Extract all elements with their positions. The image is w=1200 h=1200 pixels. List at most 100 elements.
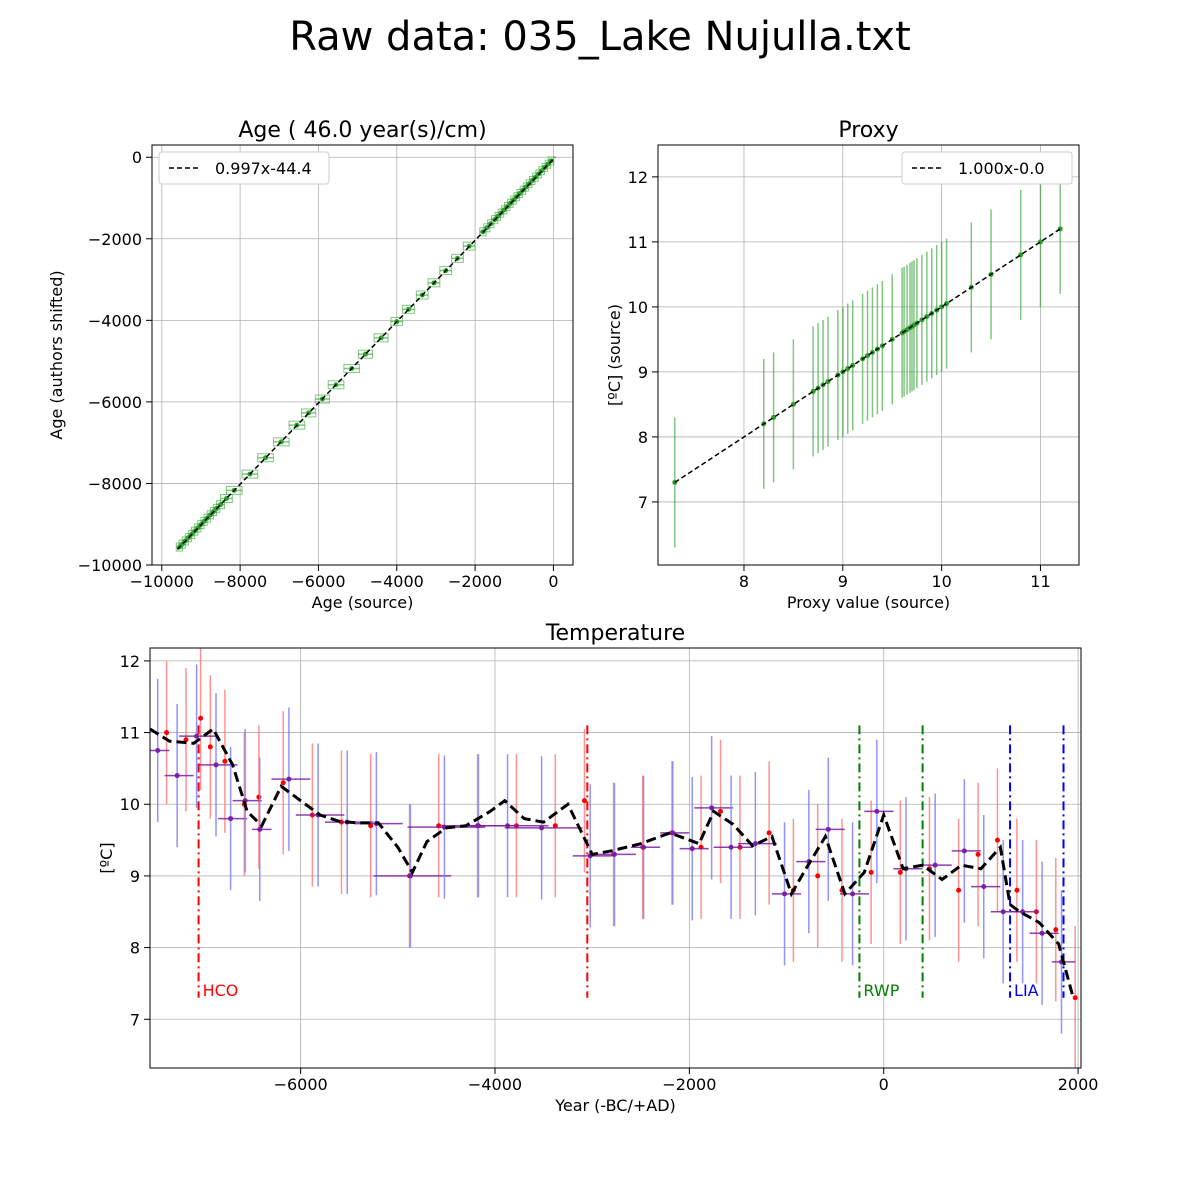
temp-data-point — [981, 884, 987, 890]
age-xtick-label: −4000 — [370, 572, 424, 591]
period-label-hco: HCO — [203, 981, 239, 1000]
temp-data-point — [956, 887, 962, 893]
temp-data-point — [961, 848, 967, 854]
proxy-frame — [657, 144, 1080, 566]
proxy-ytick-label: 10 — [628, 298, 648, 317]
temp-data-point — [670, 830, 676, 836]
temp-xlabel: Year (-BC/+AD) — [554, 1096, 676, 1115]
age-age-range-box — [272, 437, 290, 447]
age-ytick-label: −6000 — [88, 393, 142, 412]
temp-data-point — [257, 826, 263, 832]
age-xtick-label: −10000 — [130, 572, 194, 591]
temp-data-point — [552, 823, 558, 829]
proxy-ytick-label: 9 — [638, 363, 648, 382]
temp-data-point — [213, 762, 219, 768]
age-xtick-label: −6000 — [291, 572, 345, 591]
age-age-range-box — [288, 420, 306, 430]
temp-ytick-label: 9 — [130, 867, 140, 886]
proxy-ylabel: [ºC] (source) — [605, 304, 624, 406]
temp-data-point — [222, 758, 228, 764]
proxy-xtick-label: 10 — [931, 572, 951, 591]
temp-xtick-label: 2000 — [1058, 1075, 1099, 1094]
proxy-fit-line — [674, 228, 1061, 484]
age-age-range-box — [241, 469, 259, 479]
age-age-range-box — [314, 394, 330, 404]
temp-frame — [149, 647, 1082, 1069]
figure-title: Raw data: 035_Lake Nujulla.txt — [289, 14, 911, 60]
age-age-range-box — [373, 333, 389, 343]
temp-data-point — [718, 808, 724, 814]
temp-data-point — [407, 873, 413, 879]
temp-data-point — [1072, 995, 1078, 1001]
temp-ytick-label: 12 — [120, 652, 140, 671]
temp-data-point — [782, 891, 788, 897]
age-legend-box — [158, 151, 330, 185]
temp-xtick-label: −6000 — [274, 1075, 328, 1094]
age-age-range-box — [427, 278, 441, 288]
temp-data-point — [766, 830, 772, 836]
proxy-ytick-label: 8 — [638, 428, 648, 447]
age-age-range-box — [547, 156, 555, 166]
temp-data-point — [286, 776, 292, 782]
proxy-ytick-label: 7 — [638, 493, 648, 512]
proxy-panel: 8 9 10 11 7 8 9 10 11 12 Proxy Proxy value (source)… — [605, 118, 1080, 612]
temp-data-point — [1000, 909, 1006, 915]
age-title: Age ( 46.0 year(s)/cm) — [238, 118, 486, 143]
temp-title: Temperature — [545, 621, 685, 646]
age-ytick-label: −2000 — [88, 230, 142, 249]
age-ylabel: Age (authors shifted) — [47, 270, 66, 439]
proxy-xtick-label: 8 — [739, 572, 749, 591]
temp-data-point — [752, 841, 758, 847]
temp-ylabel: [ºC] — [97, 842, 116, 873]
proxy-legend-label: 1.000x-0.0 — [958, 159, 1045, 178]
age-age-range-box — [451, 253, 464, 263]
temp-data-point — [1014, 887, 1020, 893]
temp-data-point — [728, 844, 734, 850]
temp-data-point — [689, 846, 695, 852]
age-age-range-box — [257, 453, 274, 463]
age-age-range-box — [402, 304, 415, 314]
age-ytick-label: −8000 — [88, 474, 142, 493]
temp-data-point — [709, 805, 715, 811]
age-xtick-label: 0 — [548, 572, 558, 591]
temp-data-point — [1039, 930, 1045, 936]
age-ytick-label: 0 — [132, 148, 142, 167]
age-panel: −10000 −8000 −6000 −4000 −2000 0 −10000 −8000 −6… — [47, 118, 574, 612]
proxy-title: Proxy — [838, 118, 898, 143]
temp-data-point — [994, 837, 1000, 843]
age-age-range-box — [390, 317, 404, 327]
proxy-ytick-label: 11 — [628, 233, 648, 252]
temperature-mean-line — [150, 726, 1075, 999]
temp-data-point — [368, 823, 374, 829]
temp-data-point — [256, 794, 262, 800]
temp-data-point — [194, 733, 200, 739]
age-age-range-box — [327, 380, 345, 390]
temp-data-point — [539, 825, 545, 831]
age-age-range-box — [462, 241, 476, 251]
age-data — [175, 156, 556, 552]
temp-data-point — [228, 816, 234, 822]
temp-data-point — [641, 844, 647, 850]
age-age-range-box — [357, 349, 373, 359]
temp-data-point — [183, 737, 189, 743]
period-label-lia: LIA — [1014, 981, 1039, 1000]
proxy-xtick-label: 11 — [1030, 572, 1050, 591]
age-age-range-box — [301, 408, 317, 418]
temp-data-point — [850, 891, 856, 897]
temp-data-point — [975, 851, 981, 857]
temp-data-point — [1053, 927, 1059, 933]
age-xtick-label: −2000 — [448, 572, 502, 591]
temp-data-point — [874, 808, 880, 814]
temp-xtick-label: 0 — [879, 1075, 889, 1094]
age-frame — [151, 144, 574, 566]
age-age-range-box — [225, 485, 243, 495]
proxy-xlabel: Proxy value (source) — [787, 593, 950, 612]
age-age-range-box — [439, 266, 453, 276]
temp-data-point — [207, 744, 213, 750]
proxy-xtick-label: 9 — [838, 572, 848, 591]
proxy-ytick-label: 12 — [628, 168, 648, 187]
temp-data — [150, 648, 1078, 1068]
temp-data-point — [505, 823, 511, 829]
age-age-range-box — [415, 290, 429, 300]
